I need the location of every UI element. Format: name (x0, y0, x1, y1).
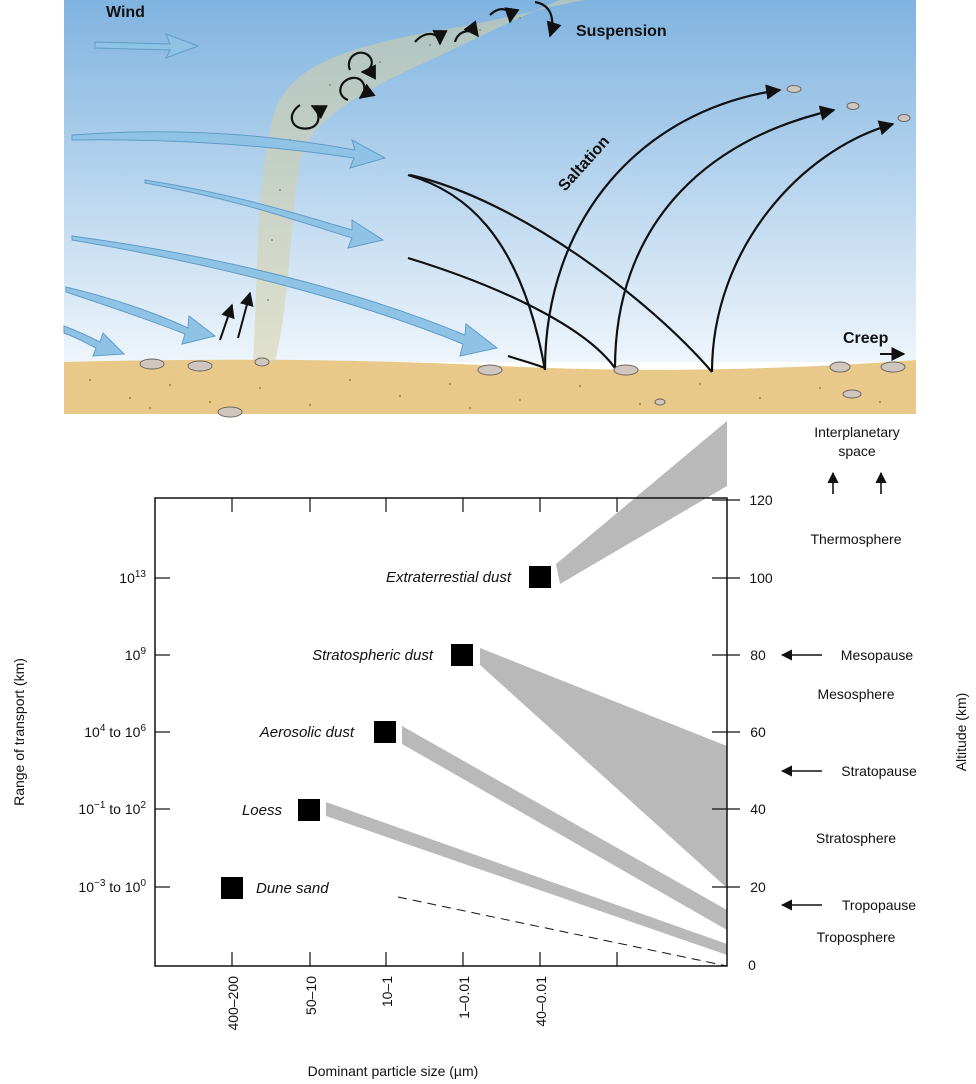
lift-arrows (219, 291, 254, 341)
marker-dune-sand (221, 877, 243, 899)
wind-label: Wind (106, 4, 145, 21)
x-tick-label: 10–1 (379, 976, 395, 1007)
y-axis-title-left: Range of transport (km) (11, 658, 27, 806)
left-tick-label: 10−1 to 102 (78, 800, 146, 817)
suspension-swirls (290, 0, 562, 130)
transport-bands (326, 421, 727, 955)
x-tick-label: 50–10 (303, 976, 319, 1015)
suspension-label: Suspension (576, 23, 667, 40)
altitude-tick-label: 20 (750, 879, 766, 895)
particle-markers (221, 566, 551, 899)
particle-label: Aerosolic dust (259, 724, 355, 741)
creep-label: Creep (843, 330, 889, 347)
altitude-tick-label: 40 (750, 801, 766, 817)
tropopause-label: Tropopause (842, 897, 916, 913)
band-aerosolic-dust (402, 726, 727, 930)
x-tick-labels: 400–200 50–10 10–1 1–0.01 40–0.01 (225, 976, 549, 1031)
altitude-tick-label: 80 (750, 647, 766, 663)
left-tick-label: 1013 (119, 569, 146, 586)
x-tick-label: 40–0.01 (533, 976, 549, 1027)
interplanetary-space-label: Interplanetary (814, 424, 900, 440)
left-tick-label: 10−3 to 100 (78, 878, 146, 895)
mesosphere-label: Mesosphere (817, 686, 894, 702)
marker-stratospheric-dust (451, 644, 473, 666)
particle-label: Stratospheric dust (312, 647, 434, 664)
x-tick-label: 400–200 (225, 976, 241, 1031)
y-axis-title-right: Altitude (km) (953, 693, 969, 772)
altitude-tick-label: 120 (749, 492, 773, 508)
sky-background (64, 0, 916, 362)
x-axis-title: Dominant particle size (µm) (308, 1063, 479, 1079)
left-tick-label: 104 to 106 (84, 723, 146, 740)
particle-label: Extraterrestial dust (386, 569, 512, 586)
altitude-tick-labels: 0 20 40 60 80 100 120 (748, 492, 773, 973)
stratosphere-label: Stratosphere (816, 830, 896, 846)
thermosphere-label: Thermosphere (810, 531, 901, 547)
particle-label: Loess (242, 802, 283, 819)
suspension-plume (253, 0, 585, 362)
band-loess (326, 802, 727, 955)
band-stratospheric-dust (480, 648, 727, 888)
wind-erosion-illustration: Wind Suspension Saltation Creep (63, 0, 916, 418)
marker-loess (298, 799, 320, 821)
marker-aerosolic-dust (374, 721, 396, 743)
mesopause-label: Mesopause (841, 647, 914, 663)
atmosphere-layers: Interplanetary space Thermosphere Mesopa… (810, 424, 916, 945)
right-axis-ticks (712, 499, 740, 888)
interplanetary-space-label: space (838, 443, 876, 459)
saltation-trajectories (407, 84, 895, 373)
altitude-tick-label: 100 (749, 570, 773, 586)
dune-sand-trend-line (397, 896, 728, 967)
particle-label: Dune sand (256, 880, 329, 897)
band-extraterrestrial-dust (556, 421, 727, 584)
left-axis-ticks (155, 577, 170, 888)
x-tick-label: 1–0.01 (456, 976, 472, 1019)
altitude-tick-label: 0 (748, 957, 756, 973)
transport-chart: 1013 109 104 to 106 10−1 to 102 10−3 to … (11, 421, 969, 1079)
left-tick-label: 109 (125, 646, 147, 663)
wind-arrows (63, 33, 499, 357)
sand-grains (139, 85, 911, 418)
particle-labels: Extraterrestial dust Stratospheric dust … (242, 569, 512, 897)
left-tick-labels: 1013 109 104 to 106 10−1 to 102 10−3 to … (78, 569, 146, 895)
x-axis-ticks (231, 498, 618, 966)
stratopause-label: Stratopause (841, 763, 917, 779)
marker-extraterrestrial-dust (529, 566, 551, 588)
sand-ground (64, 359, 916, 414)
layer-arrows (780, 471, 887, 911)
troposphere-label: Troposphere (817, 929, 896, 945)
altitude-tick-label: 60 (750, 724, 766, 740)
sand-speckles (88, 378, 882, 410)
